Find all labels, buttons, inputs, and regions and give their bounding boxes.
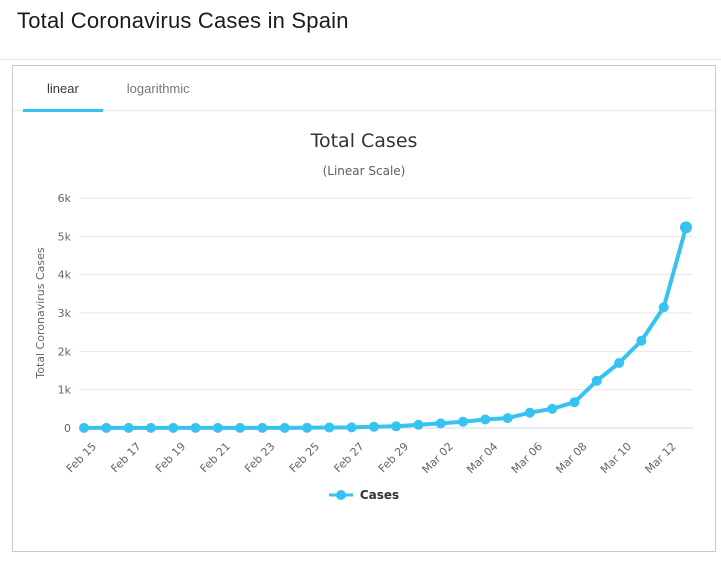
x-axis-label: Feb 21 (198, 440, 233, 475)
page-title: Total Coronavirus Cases in Spain (17, 8, 349, 33)
data-point[interactable] (569, 397, 580, 408)
data-point[interactable] (324, 422, 335, 433)
header-divider (0, 59, 721, 60)
x-axis-label: Feb 23 (242, 440, 277, 475)
tab-linear[interactable]: linear (23, 66, 103, 112)
tab-linear-label: linear (47, 80, 79, 96)
data-point[interactable] (547, 403, 558, 414)
x-axis-label: Feb 27 (331, 440, 366, 475)
data-point[interactable] (591, 375, 602, 386)
y-tick-label: 1k (58, 384, 72, 397)
data-point[interactable] (658, 302, 669, 313)
data-point[interactable] (101, 422, 112, 433)
x-axis-label: Mar 06 (509, 440, 545, 476)
data-point[interactable] (190, 422, 201, 433)
data-point[interactable] (368, 421, 379, 432)
y-tick-label: 6k (58, 192, 72, 205)
x-axis-label: Feb 17 (108, 440, 143, 475)
chart-subtitle: (Linear Scale) (322, 164, 406, 178)
data-point[interactable] (458, 416, 468, 427)
data-point[interactable] (614, 358, 625, 368)
data-point[interactable] (502, 413, 513, 424)
tab-bar: linear logarithmic (13, 66, 715, 112)
chart-legend[interactable]: Cases (13, 488, 715, 502)
data-point[interactable] (279, 422, 290, 433)
tab-logarithmic[interactable]: logarithmic (103, 66, 214, 110)
data-point[interactable] (235, 422, 246, 433)
y-tick-label: 2k (58, 345, 72, 358)
x-axis-label: Mar 08 (553, 440, 589, 476)
data-point[interactable] (168, 422, 179, 433)
data-point[interactable] (480, 414, 491, 425)
chart-panel: linear logarithmic Total Cases (Linear S… (12, 65, 716, 552)
x-axis-label: Feb 25 (287, 440, 322, 475)
data-point[interactable] (524, 407, 535, 418)
data-point[interactable] (145, 422, 156, 433)
x-axis-label: Mar 02 (420, 440, 456, 476)
data-point[interactable] (212, 422, 223, 433)
x-axis-label: Mar 12 (643, 440, 679, 476)
cases-line (82, 225, 688, 430)
data-point[interactable] (79, 422, 89, 433)
x-axis-label: Mar 10 (598, 440, 634, 476)
chart-container: Total Cases (Linear Scale) 0 1k 2k 3k 4k 5k 6k… (13, 110, 715, 551)
y-tick-label: 3k (58, 307, 72, 320)
chart-title: Total Cases (310, 130, 418, 152)
data-point[interactable] (257, 422, 268, 433)
line-chart-svg: 0 1k 2k 3k 4k 5k 6k Feb 15 Feb 17 Feb 19 Feb 21 Feb… (34, 192, 693, 476)
data-point[interactable] (413, 419, 424, 430)
data-point[interactable] (435, 418, 446, 429)
y-tick-label: 4k (58, 269, 72, 282)
tab-logarithmic-label: logarithmic (126, 80, 190, 96)
data-point[interactable] (346, 422, 357, 433)
data-point[interactable] (391, 421, 402, 432)
x-axis-label: Feb 15 (64, 440, 99, 475)
legend-label: Cases (359, 488, 400, 502)
y-tick-label: 5k (58, 230, 72, 243)
data-point[interactable] (302, 422, 312, 433)
data-point[interactable] (680, 221, 692, 234)
data-point[interactable] (636, 335, 647, 346)
x-axis-label: Feb 29 (376, 440, 411, 475)
legend-line-marker-icon (328, 490, 353, 500)
x-axis-label: Feb 19 (153, 440, 188, 475)
x-axis-label: Mar 04 (464, 440, 500, 476)
y-axis-title: Total Coronavirus Cases (34, 247, 47, 380)
data-point[interactable] (123, 422, 134, 433)
y-tick-label: 0 (64, 422, 71, 435)
